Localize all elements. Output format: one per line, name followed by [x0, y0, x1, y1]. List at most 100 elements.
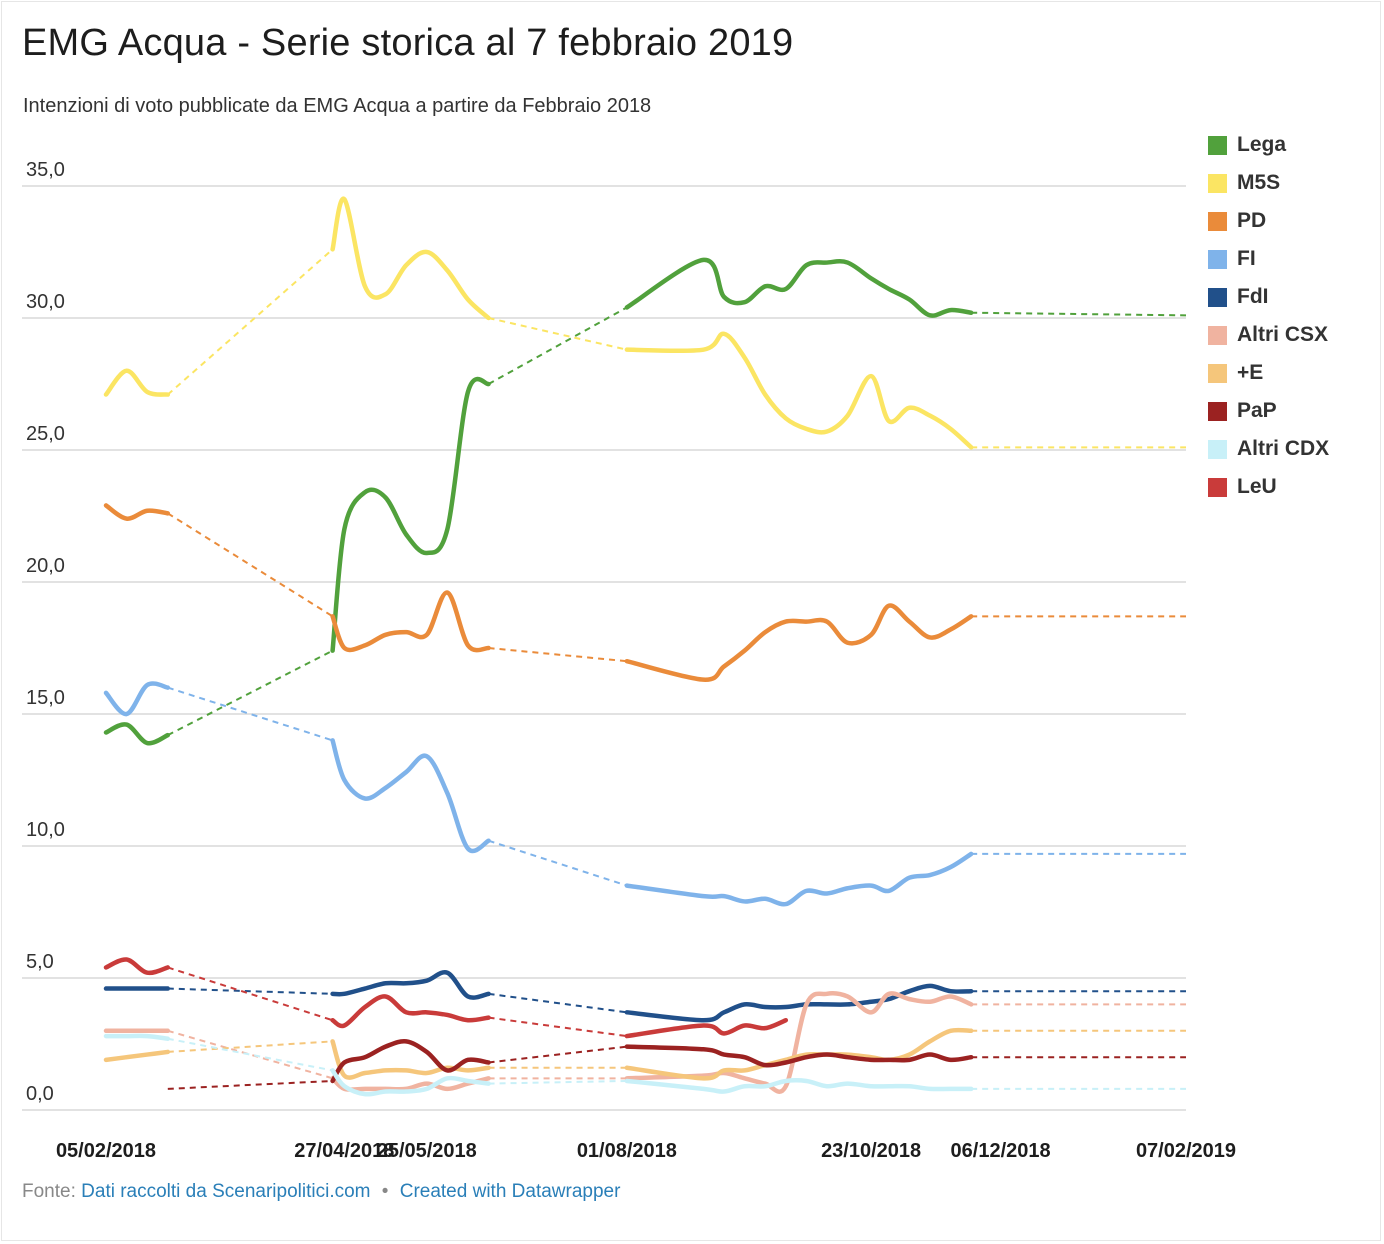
gap-connector	[167, 1037, 333, 1072]
legend-item-altri-cdx: Altri CDX	[1208, 430, 1329, 468]
legend-label: PD	[1237, 209, 1267, 232]
gap-connector	[167, 686, 333, 742]
series-line	[103, 368, 171, 397]
series-fdi	[103, 970, 1186, 1023]
legend-swatch	[1208, 135, 1227, 155]
gap-connector	[167, 987, 333, 995]
legend-item-leu: LeU	[1208, 468, 1329, 506]
series-pd	[103, 503, 1186, 682]
legend-label: FdI	[1237, 285, 1269, 308]
legend: Lega M5S PD FI FdI Altri CSX +E PaP Altri CDX LeU	[1208, 126, 1329, 506]
series-line	[330, 376, 491, 653]
series-line	[103, 722, 171, 746]
series-line	[103, 1049, 171, 1063]
legend-item-m5s: M5S	[1208, 164, 1329, 202]
legend-item-fdi: FdI	[1208, 278, 1329, 316]
y-tick-label: 15,0	[26, 687, 65, 709]
series-line	[103, 503, 171, 521]
legend-label: FI	[1237, 247, 1256, 270]
legend-swatch	[1208, 249, 1227, 269]
gap-connector	[971, 311, 1187, 317]
y-tick-label: 20,0	[26, 555, 65, 577]
gap-connector	[488, 647, 627, 663]
series-line	[103, 1033, 171, 1041]
legend-swatch	[1208, 363, 1227, 383]
legend-swatch	[1208, 173, 1227, 193]
datawrapper-credit-link[interactable]: Created with Datawrapper	[399, 1181, 621, 1202]
series-line	[330, 970, 491, 1000]
series-altri-cdx	[103, 1033, 1186, 1097]
chart-subtitle: Intenzioni di voto pubblicate da EMG Acq…	[23, 95, 652, 117]
series-line	[330, 738, 491, 854]
series-e	[103, 1027, 1186, 1081]
series-lega	[103, 257, 1187, 746]
footer: Fonte: Dati raccolti da Scenaripolitici.…	[22, 1181, 620, 1203]
series-line	[103, 957, 171, 976]
series-line	[330, 1038, 491, 1084]
gap-connector	[167, 1029, 333, 1080]
legend-label: Altri CSX	[1237, 323, 1329, 346]
x-tick-label: 27/04/2018	[294, 1140, 394, 1162]
gap-connector	[488, 839, 628, 887]
legend-label: LeU	[1237, 475, 1277, 498]
y-tick-label: 5,0	[26, 951, 54, 973]
series-line	[330, 590, 491, 653]
source-link[interactable]: Dati raccolti da Scenaripolitici.com	[81, 1181, 371, 1202]
legend-item-pap: PaP	[1208, 392, 1329, 430]
legend-item-fi: FI	[1208, 240, 1329, 278]
gap-connector	[488, 306, 628, 385]
series-m5s	[103, 196, 1186, 450]
series-line	[103, 681, 171, 717]
legend-swatch	[1208, 401, 1227, 421]
gap-connector	[167, 1040, 333, 1053]
series-line	[624, 1017, 789, 1039]
gap-connector	[167, 966, 333, 1022]
legend-swatch	[1208, 287, 1227, 307]
footer-prefix: Fonte:	[22, 1181, 76, 1202]
x-tick-label: 06/12/2018	[951, 1140, 1051, 1162]
series-line	[624, 603, 974, 682]
y-tick-label: 10,0	[26, 819, 65, 841]
legend-swatch	[1208, 439, 1227, 459]
gap-connector	[167, 649, 334, 737]
gridlines	[22, 185, 1186, 1111]
gap-connector	[167, 1079, 333, 1090]
x-tick-label: 25/05/2018	[377, 1140, 477, 1162]
y-axis-ticks: 0,0 5,0 10,0 15,0 20,0 25,0 30,0 35,0	[26, 159, 65, 1105]
footer-separator: •	[381, 1181, 389, 1202]
series-line	[330, 1039, 491, 1080]
x-tick-label: 01/08/2018	[577, 1140, 677, 1162]
legend-item-pd: PD	[1208, 202, 1329, 240]
legend-label: Altri CDX	[1237, 437, 1330, 460]
series-line	[624, 851, 974, 907]
x-tick-label: 05/02/2018	[56, 1140, 156, 1162]
legend-item-altri-csx: Altri CSX	[1208, 316, 1329, 354]
legend-swatch	[1208, 325, 1227, 345]
gap-connector	[488, 1045, 627, 1064]
legend-item-lega: Lega	[1208, 126, 1329, 164]
gap-connector	[488, 992, 628, 1014]
series-line	[330, 196, 491, 321]
series-line	[624, 991, 974, 1094]
y-tick-label: 0,0	[26, 1083, 54, 1105]
x-tick-label: 23/10/2018	[821, 1140, 921, 1162]
gap-connector	[488, 1079, 627, 1085]
legend-label: M5S	[1237, 171, 1281, 194]
legend-label: Lega	[1237, 133, 1287, 156]
series-fi	[103, 681, 1186, 907]
chart-title: EMG Acqua - Serie storica al 7 febbraio …	[22, 22, 794, 64]
series-line	[624, 983, 974, 1023]
gap-connector	[488, 317, 628, 351]
series-altri-csx	[103, 991, 1186, 1094]
series-line	[624, 1044, 974, 1068]
gap-connector	[488, 1016, 628, 1038]
legend-label: PaP	[1237, 399, 1277, 422]
legend-swatch	[1208, 477, 1227, 497]
legend-label: +E	[1237, 361, 1264, 384]
y-tick-label: 35,0	[26, 159, 65, 181]
series-line	[624, 257, 974, 318]
series-line	[330, 1068, 491, 1097]
